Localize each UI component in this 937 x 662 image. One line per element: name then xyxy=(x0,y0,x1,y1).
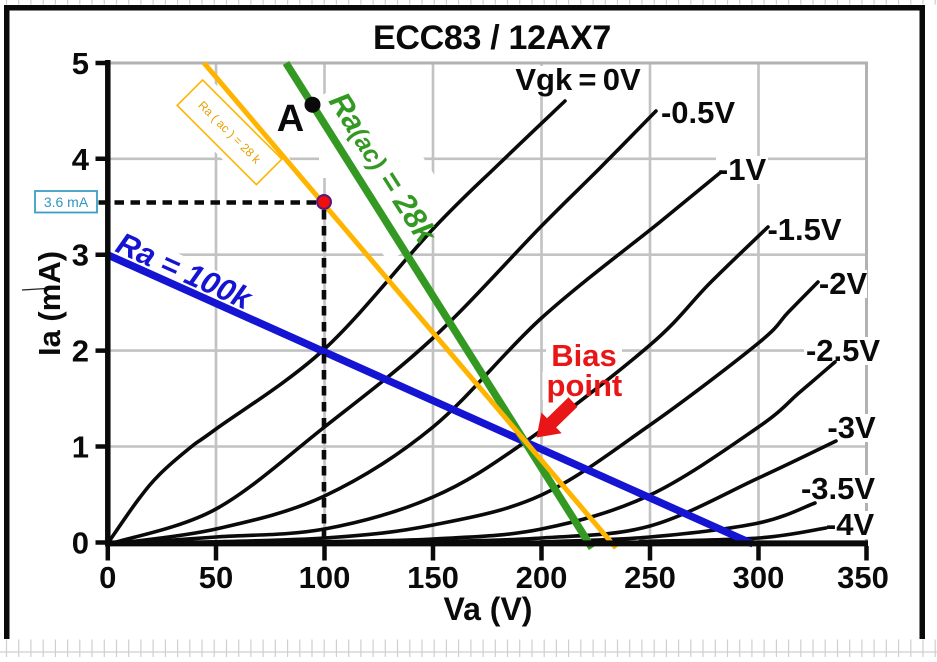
svg-text:-3.5V: -3.5V xyxy=(801,471,875,506)
svg-text:150: 150 xyxy=(407,560,459,595)
svg-text:200: 200 xyxy=(516,560,568,595)
svg-text:Bias: Bias xyxy=(551,338,616,373)
svg-text:ECC83 / 12AX7: ECC83 / 12AX7 xyxy=(373,19,611,57)
svg-text:50: 50 xyxy=(199,560,233,595)
svg-text:Vgk = 0V: Vgk = 0V xyxy=(515,62,641,97)
svg-text:3.6 mA: 3.6 mA xyxy=(44,194,89,210)
svg-text:350: 350 xyxy=(837,560,889,595)
svg-text:point: point xyxy=(547,368,623,403)
svg-text:-0.5V: -0.5V xyxy=(661,95,735,130)
svg-text:Ia (mA): Ia (mA) xyxy=(32,251,67,356)
svg-text:4: 4 xyxy=(72,142,90,177)
svg-text:-2V: -2V xyxy=(819,266,868,301)
svg-text:300: 300 xyxy=(733,560,785,595)
svg-text:A: A xyxy=(277,98,304,140)
svg-text:-1.5V: -1.5V xyxy=(767,212,841,247)
svg-text:-3V: -3V xyxy=(827,410,876,445)
svg-text:0: 0 xyxy=(72,526,89,561)
svg-text:3: 3 xyxy=(72,238,89,273)
svg-text:250: 250 xyxy=(624,560,676,595)
svg-text:5: 5 xyxy=(72,46,89,81)
svg-text:-1V: -1V xyxy=(718,152,767,187)
svg-text:-4V: -4V xyxy=(826,507,875,542)
svg-text:100: 100 xyxy=(299,560,351,595)
svg-text:2: 2 xyxy=(72,334,89,369)
svg-text:0: 0 xyxy=(99,560,116,595)
svg-text:-2.5V: -2.5V xyxy=(806,333,880,368)
svg-text:Va (V): Va (V) xyxy=(444,591,533,627)
svg-text:1: 1 xyxy=(72,430,89,465)
